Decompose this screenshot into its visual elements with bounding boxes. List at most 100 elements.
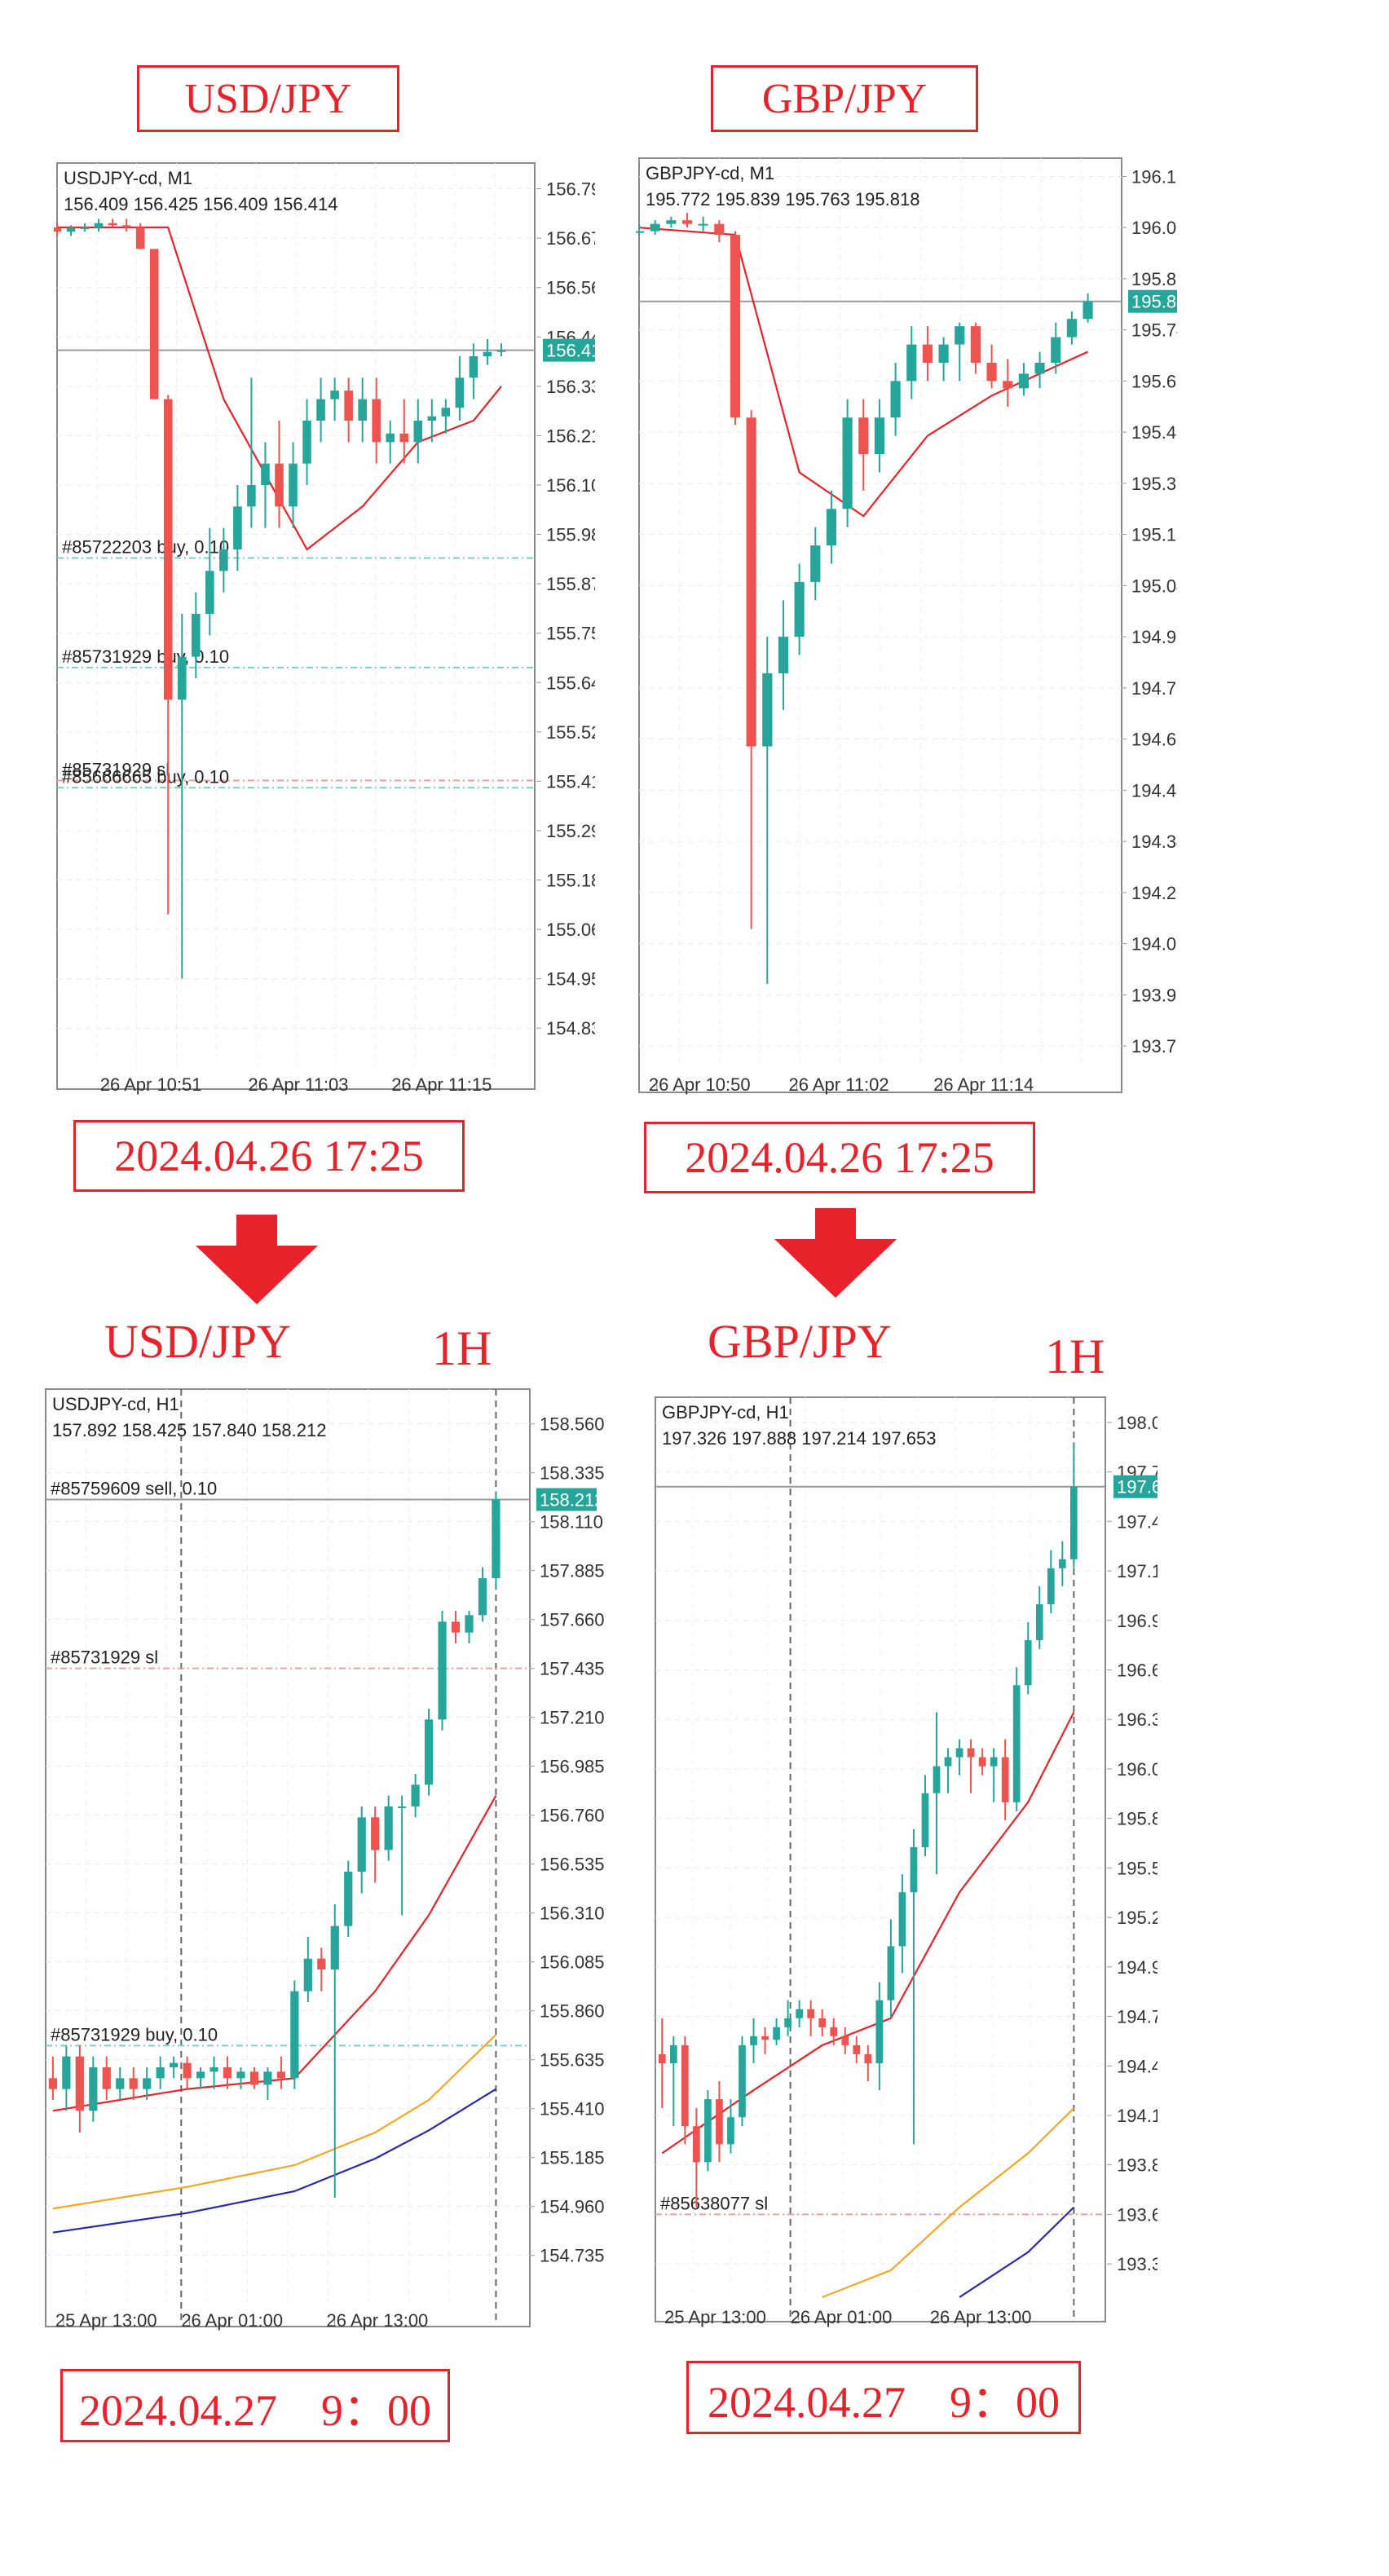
title-gbpjpy-bottom: GBP/JPY [708,1315,892,1368]
candle-body [794,581,805,637]
y-tick-label: 195.880 [1131,269,1177,289]
candle-body [1018,373,1030,389]
y-tick-label: 197.185 [1117,1561,1158,1581]
chart-frame [638,157,1122,1093]
candle-body [427,416,437,421]
candle-body [170,2062,179,2067]
x-tick-label: 26 Apr 11:02 [789,1074,889,1095]
candle-body [289,463,298,507]
y-tick-label: 155.180 [546,871,595,891]
y-tick-label: 155.065 [546,920,595,940]
candle-body [438,1621,447,1720]
x-tick-label: 26 Apr 10:50 [649,1074,751,1095]
candle-body [80,227,90,229]
candle-body [219,549,228,571]
x-tick-label: 26 Apr 13:00 [327,2310,429,2331]
candle-body [384,1806,393,1850]
y-tick-label: 196.085 [1117,1759,1158,1780]
usdjpy-h1-chart: 158.560 158.335 158.110 157.885 157.660 157.4… [45,1388,605,2331]
candle-body [842,417,853,509]
symbol-label: USDJPY-cd, H1 [52,1394,179,1414]
y-tick-label: 194.060 [1131,934,1177,955]
usdjpy-m1-chart: 156.790156.675156.560156.445156.330156.2… [54,162,595,1095]
ohlc-label: 195.772 195.839 195.763 195.818 [646,189,919,210]
x-tick-label: 26 Apr 01:00 [791,2307,893,2327]
order-line-label: #85759609 sell, 0.10 [51,1478,217,1498]
candle-body [853,2044,861,2054]
candle-body [302,421,311,464]
candle-body [922,344,933,363]
gbpjpy-m1-chart: 196.160 196.020 195.880 195.740 195.600 195.4… [636,157,1177,1095]
candle-body [1012,1685,1021,1802]
candle-body [371,1817,380,1850]
y-tick-label: 195.320 [1131,474,1177,494]
candle-body [135,227,145,249]
candle-body [669,2044,677,2063]
y-tick-label: 195.260 [1117,1908,1158,1928]
order-line-label: #85731929 buy, 0.10 [62,646,229,667]
y-tick-label: 196.635 [1117,1661,1158,1681]
y-tick-label: 194.340 [1131,831,1177,852]
y-tick-label: 196.910 [1117,1611,1158,1631]
arrow-down-icon [196,1215,318,1304]
y-tick-label: 155.870 [546,574,595,594]
candle-body [386,433,395,443]
current-price-tag [1113,1475,1158,1498]
y-tick-label: 196.360 [1117,1709,1158,1730]
y-tick-label: 194.200 [1131,883,1177,903]
candle-body [398,1806,407,1808]
y-tick-label: 157.885 [540,1561,605,1581]
candle-body [1047,1568,1055,1604]
candle-body [890,381,901,418]
y-tick-label: 154.950 [546,969,595,990]
y-tick-label: 154.735 [540,2246,605,2266]
title-usdjpy-bottom: USD/JPY [104,1315,291,1368]
candle-body [716,2099,723,2145]
candle-body [149,249,159,399]
candle-body [276,2071,286,2079]
y-tick-label: 193.610 [1117,2204,1158,2225]
moving-average-blue [959,2206,1075,2298]
x-tick-label: 26 Apr 10:51 [100,1074,202,1095]
candle-body [372,399,381,443]
y-tick-label: 193.780 [1131,1036,1177,1056]
x-tick-label: 25 Apr 13:00 [664,2307,766,2327]
y-tick-label: 155.185 [540,2148,605,2168]
candle-body [344,390,353,421]
candle-body [344,1872,353,1926]
candle-body [739,2044,746,2118]
candle-body [874,417,885,455]
y-tick-label: 156.310 [540,1903,605,1924]
order-line-label: #85731929 sl [51,1647,158,1668]
candle-body [196,2071,205,2079]
candle-body [496,350,506,352]
candle-body [1001,1757,1009,1802]
y-tick-label: 195.810 [1117,1809,1158,1829]
candle-body [303,1958,312,1992]
title-gbpjpy-top: GBP/JPY [711,65,978,132]
candle-body [810,545,821,582]
y-tick-label: 193.885 [1117,2155,1158,2176]
x-tick-label: 26 Apr 11:15 [391,1074,492,1095]
current-price-label: 158.212 [540,1489,605,1510]
y-tick-label: 193.335 [1117,2254,1158,2274]
symbol-label: GBPJPY-cd, H1 [662,1402,789,1423]
candle-body [48,2078,58,2089]
current-price-label: 195.818 [1131,292,1177,312]
candle-body [906,344,917,382]
y-tick-label: 194.160 [1117,2106,1158,2126]
candle-body [978,1757,986,1767]
y-tick-label: 156.085 [540,1952,605,1973]
x-tick-label: 25 Apr 13:00 [55,2310,157,2331]
candle-body [261,463,270,485]
candle-body [636,231,645,233]
y-tick-label: 155.860 [540,2001,605,2022]
x-tick-label: 26 Apr 11:03 [248,1074,348,1095]
candle-body [413,421,423,443]
candle-body [750,2036,757,2045]
candle-body [807,2009,815,2018]
chart-frame [45,1388,531,2327]
candle-body [263,2071,272,2085]
candle-body [778,637,789,673]
y-tick-label: 156.100 [546,475,595,496]
